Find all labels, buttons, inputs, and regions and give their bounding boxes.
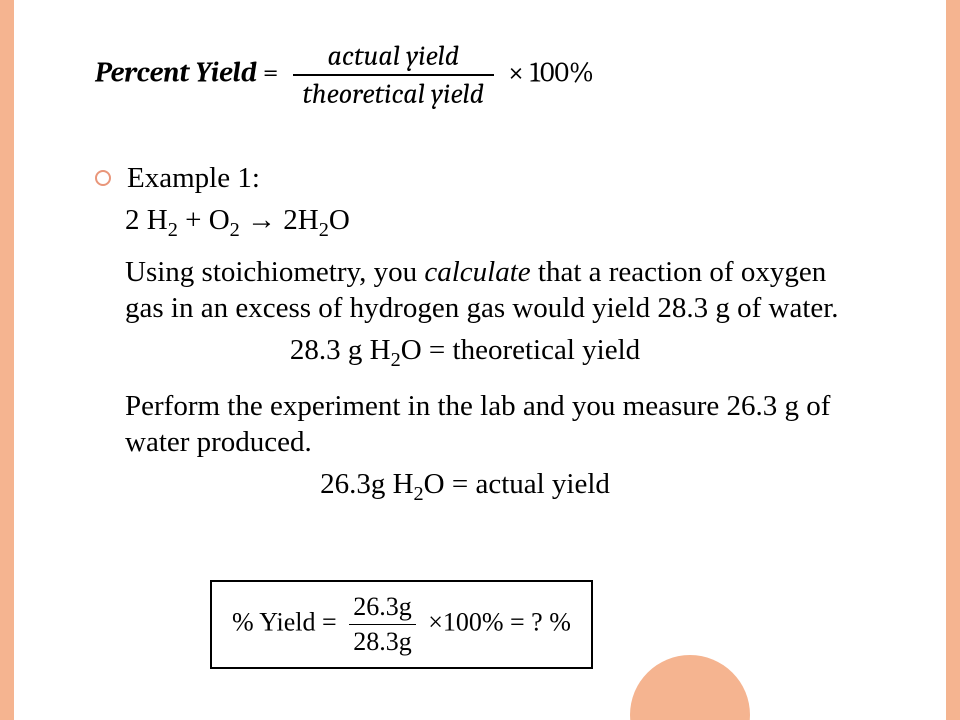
right-white-border	[918, 0, 946, 720]
yield-fraction: 26.3g28.3g	[349, 592, 416, 657]
yield-lhs: % Yield =	[232, 607, 343, 636]
chemical-equation: 2 H2 + O2 → 2H2O	[125, 202, 865, 248]
slide-body: Example 1: 2 H2 + O2 → 2H2O Using stoich…	[95, 160, 865, 521]
yield-box-container: % Yield = 26.3g28.3g ×100% = ? %	[210, 580, 593, 669]
percent-yield-formula: Percent Yield = actual yieldtheoretical …	[95, 40, 594, 110]
formula-fraction: actual yieldtheoretical yield	[293, 40, 495, 110]
formula-tail: × 100%	[502, 57, 594, 89]
left-white-border	[14, 0, 42, 720]
formula-numerator: actual yield	[293, 40, 495, 74]
example-bullet-row: Example 1:	[95, 160, 865, 196]
stoichiometry-paragraph: Using stoichiometry, you calculate that …	[125, 254, 865, 326]
formula-lhs: Percent Yield	[95, 57, 257, 89]
decor-circle	[630, 655, 750, 720]
yield-tail: ×100% = ? %	[422, 607, 571, 636]
theoretical-yield-line: 28.3 g H2O = theoretical yield	[65, 332, 865, 378]
yield-numerator: 26.3g	[349, 592, 416, 624]
actual-yield-line: 26.3g H2O = actual yield	[65, 466, 865, 512]
yield-denominator: 28.3g	[349, 624, 416, 657]
yield-calculation-box: % Yield = 26.3g28.3g ×100% = ? %	[210, 580, 593, 669]
hollow-bullet-icon	[95, 170, 111, 186]
lab-paragraph: Perform the experiment in the lab and yo…	[125, 388, 865, 460]
example-label: Example 1:	[127, 160, 260, 196]
slide-page: Percent Yield = actual yieldtheoretical …	[42, 0, 918, 720]
formula-eq: =	[257, 57, 285, 89]
formula-denominator: theoretical yield	[293, 74, 495, 110]
